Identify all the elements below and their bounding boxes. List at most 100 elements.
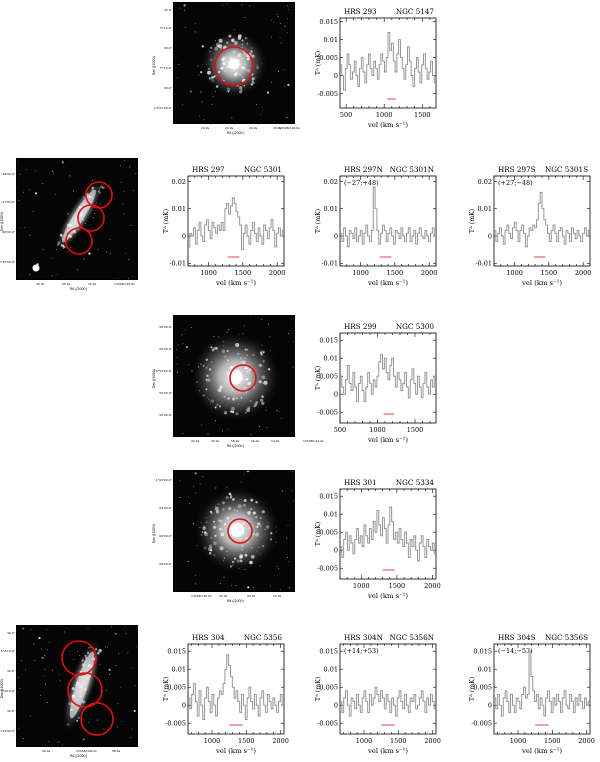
y-tick-label: 0.01 xyxy=(172,205,186,213)
hii-knot xyxy=(202,526,206,530)
y-axis-label: Tᴬ (mK) xyxy=(315,51,322,75)
field-star xyxy=(179,7,181,9)
x-tick-label: 1000 xyxy=(369,426,386,434)
field-star xyxy=(19,173,21,175)
y-tick-label: 0 xyxy=(488,702,492,710)
hii-knot xyxy=(85,656,88,659)
field-star xyxy=(103,728,105,730)
field-star xyxy=(177,77,179,79)
y-tick-label: 0.01 xyxy=(478,666,492,674)
field-star xyxy=(199,115,200,117)
hii-knot xyxy=(213,541,217,546)
field-star xyxy=(76,269,78,271)
spectrum-panel-hrs297n: HRS 297N NGC 5301N (−27;+48) 0.02 0.01 0 -0.01… xyxy=(312,160,442,293)
field-star xyxy=(256,103,258,105)
spectrum-title-hrs: HRS 304N xyxy=(344,633,383,642)
hii-knot xyxy=(247,381,251,386)
ra-label-hrs297: RA (J2000) xyxy=(70,287,87,291)
field-star xyxy=(240,481,242,483)
hii-knot xyxy=(85,659,87,661)
hii-knot xyxy=(224,70,226,73)
y-tick-label: 0.015 xyxy=(319,493,338,501)
hii-knot xyxy=(59,233,63,237)
y-tick-label: -0.005 xyxy=(317,720,338,728)
x-tick-label: 1500 xyxy=(414,111,431,119)
hii-knot xyxy=(257,522,261,526)
hii-knot xyxy=(62,238,64,240)
field-star xyxy=(293,500,294,502)
field-star xyxy=(32,210,34,212)
field-star xyxy=(77,650,78,652)
field-star xyxy=(108,668,111,671)
hii-knot xyxy=(240,89,243,92)
field-star xyxy=(23,226,25,228)
y-tick-label: 0.01 xyxy=(172,666,186,674)
y-tick-label: -0.005 xyxy=(317,565,338,573)
hii-knot xyxy=(214,505,217,507)
hii-knot xyxy=(211,76,214,79)
hii-knot xyxy=(241,360,246,365)
spectrum-title-ngc: NGC 5356S xyxy=(545,633,588,642)
dec-label-hrs297: Dec (J2000) xyxy=(0,212,4,231)
hii-knot xyxy=(250,508,253,511)
field-star xyxy=(183,4,186,7)
hii-knot xyxy=(234,557,237,560)
x-tick-label: 1500 xyxy=(387,269,404,277)
field-star xyxy=(54,193,56,195)
hii-knot xyxy=(236,510,238,512)
hii-knot xyxy=(222,501,225,505)
hii-knot xyxy=(86,680,88,683)
field-star xyxy=(288,9,290,11)
hii-knot xyxy=(209,368,212,371)
y-tick-label: 0 xyxy=(182,702,186,710)
hii-knot xyxy=(261,510,265,514)
spectrum-line xyxy=(340,186,436,248)
hii-knot xyxy=(98,189,101,192)
hii-knot xyxy=(76,719,79,722)
hii-knot xyxy=(214,534,217,538)
hii-knot xyxy=(231,388,234,391)
hii-knot xyxy=(244,357,246,360)
field-star xyxy=(51,258,53,259)
hii-knot xyxy=(211,79,215,83)
ra-label-hrs301: RA (J2000) xyxy=(227,599,244,603)
field-star xyxy=(58,741,60,743)
y-tick-label: 0 xyxy=(334,72,338,80)
hii-knot xyxy=(224,523,227,526)
hii-knot xyxy=(219,546,224,551)
plot-frame xyxy=(339,488,437,580)
field-star xyxy=(174,94,176,96)
dec-tick-label: +0°54'00.0" xyxy=(153,369,172,373)
field-star xyxy=(292,490,294,492)
hii-knot xyxy=(232,564,234,566)
ra-tick-label: 13h52m30.0s xyxy=(191,594,212,598)
field-star xyxy=(44,654,46,656)
hii-knot xyxy=(91,186,95,190)
field-star xyxy=(94,212,95,214)
x-axis-label: vel (km s⁻¹) xyxy=(521,747,562,755)
field-star xyxy=(67,250,69,252)
hii-knot xyxy=(101,186,104,189)
field-star xyxy=(132,190,134,191)
hii-knot xyxy=(259,553,261,555)
spectrum-line xyxy=(340,354,436,402)
beam-offset-label: (−14;−53) xyxy=(498,647,533,655)
hii-knot xyxy=(91,658,94,660)
field-star xyxy=(287,5,288,7)
field-star xyxy=(120,165,121,167)
hii-knot xyxy=(209,510,213,514)
hii-knot xyxy=(69,224,72,227)
field-star xyxy=(69,650,71,652)
x-axis-label: vel (km s⁻¹) xyxy=(215,747,256,755)
field-star xyxy=(111,626,112,628)
dec-tick-label: 3°4'0.0" xyxy=(159,26,172,30)
field-star xyxy=(270,585,271,587)
hii-knot xyxy=(102,186,105,189)
spectrum-line xyxy=(340,686,436,717)
field-star xyxy=(55,274,57,276)
field-star xyxy=(47,701,49,703)
spectrum-title-hrs: HRS 301 xyxy=(344,478,377,487)
ra-tick-label: 14.0s xyxy=(271,439,280,443)
hii-knot xyxy=(82,196,86,200)
dec-tick-label: +46°45'00.0" xyxy=(0,260,15,264)
